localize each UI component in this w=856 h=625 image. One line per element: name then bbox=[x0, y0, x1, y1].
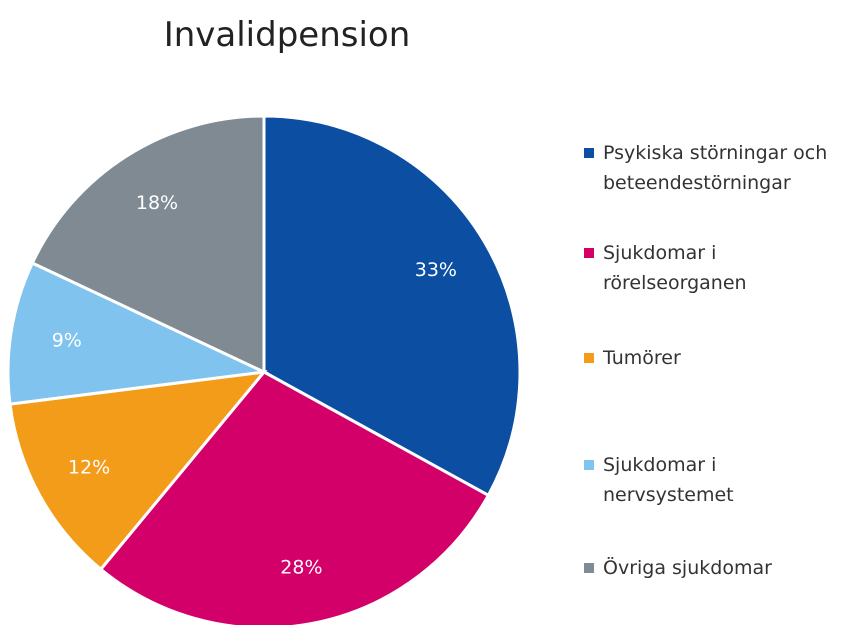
legend-swatch bbox=[584, 148, 594, 158]
value-label: 18% bbox=[136, 192, 178, 214]
legend-swatch bbox=[584, 353, 594, 363]
pie-slice bbox=[262, 114, 522, 498]
legend-swatch bbox=[584, 248, 594, 258]
legend-swatch bbox=[584, 563, 594, 573]
legend-label: Psykiska störningar och beteendestörning… bbox=[603, 142, 828, 194]
value-label: 33% bbox=[415, 259, 457, 281]
pie-slice bbox=[6, 261, 270, 406]
chart-title: Invalidpension bbox=[164, 15, 411, 55]
legend-item: Psykiska störningar och beteendestörning… bbox=[584, 138, 843, 198]
legend-item: Sjukdomar i nervsystemet bbox=[584, 450, 753, 510]
pie-slice bbox=[30, 114, 266, 375]
legend-label: Övriga sjukdomar bbox=[603, 557, 772, 579]
legend-item: Övriga sjukdomar bbox=[584, 553, 843, 583]
pie-slice bbox=[98, 370, 491, 625]
legend-swatch bbox=[584, 460, 594, 470]
legend-label: Sjukdomar i nervsystemet bbox=[603, 454, 734, 506]
value-label: 28% bbox=[280, 557, 322, 579]
pie-slice bbox=[8, 370, 268, 572]
value-label: 9% bbox=[52, 329, 82, 351]
legend-label: Tumörer bbox=[603, 347, 681, 369]
legend-item: Tumörer bbox=[584, 343, 843, 373]
legend-item: Sjukdomar i rörelseorganen bbox=[584, 238, 753, 298]
legend-label: Sjukdomar i rörelseorganen bbox=[603, 242, 747, 294]
value-label: 12% bbox=[68, 457, 110, 479]
